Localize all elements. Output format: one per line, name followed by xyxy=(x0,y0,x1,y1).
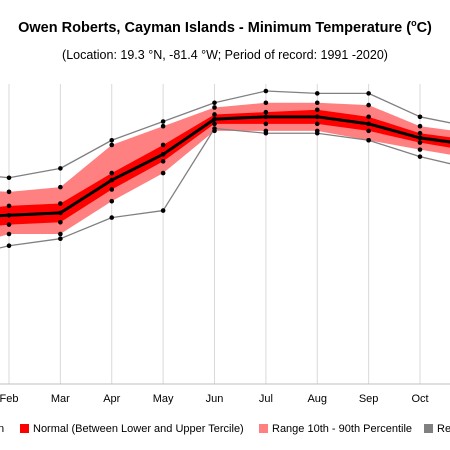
point-lower-tercile-jun xyxy=(212,121,217,127)
point-90th-percentile-jul xyxy=(263,100,269,106)
chart-title: Owen Roberts, Cayman Islands - Minimum T… xyxy=(0,18,450,36)
legend-label-normal: Normal (Between Lower and Upper Tercile) xyxy=(33,423,244,435)
point-upper-tercile-jul xyxy=(263,109,269,115)
point-lower-tercile-aug xyxy=(314,121,320,127)
point-range-max-jul xyxy=(263,88,269,94)
chart-title-degree: o xyxy=(411,18,417,28)
chart-legend: n Normal (Between Lower and Upper Tercil… xyxy=(0,423,450,439)
chart-subtitle: (Location: 19.3 °N, -81.4 °W; Period of … xyxy=(62,48,388,62)
point-10th-percentile-apr xyxy=(109,198,115,204)
point-median-feb xyxy=(6,212,12,218)
point-range-min-may xyxy=(160,208,166,213)
point-90th-percentile-jun xyxy=(212,105,217,110)
point-lower-tercile-apr xyxy=(109,187,115,192)
x-tick-label-oct: Oct xyxy=(411,393,428,405)
point-lower-tercile-jul xyxy=(263,121,269,127)
point-range-max-oct xyxy=(417,114,423,120)
point-range-min-oct xyxy=(417,154,423,159)
point-90th-percentile-oct xyxy=(417,123,423,129)
point-median-oct xyxy=(417,135,423,141)
legend-label-median: n xyxy=(0,423,5,435)
point-upper-tercile-feb xyxy=(6,203,12,209)
legend-swatch-percentile xyxy=(259,424,268,433)
point-median-aug xyxy=(314,114,320,120)
chart-bands xyxy=(0,102,450,237)
legend-item-normal: Normal (Between Lower and Upper Tercile) xyxy=(20,423,244,435)
point-upper-tercile-oct xyxy=(417,130,423,136)
chart-title-text: Owen Roberts, Cayman Islands - Minimum T… xyxy=(18,19,412,36)
point-upper-tercile-sep xyxy=(366,114,371,120)
point-range-max-mar xyxy=(58,166,63,171)
x-tick-label-jul: Jul xyxy=(259,393,273,405)
point-range-max-feb xyxy=(6,175,12,181)
point-median-jul xyxy=(263,114,269,120)
point-range-min-jun xyxy=(212,126,217,131)
chart-title-unit: C) xyxy=(416,19,432,36)
point-90th-percentile-may xyxy=(160,123,166,129)
point-10th-percentile-oct xyxy=(417,147,423,152)
point-lower-tercile-sep xyxy=(366,128,371,134)
x-tick-label-may: May xyxy=(153,393,174,405)
point-10th-percentile-may xyxy=(160,170,166,176)
point-90th-percentile-apr xyxy=(109,142,115,148)
x-tick-label-jun: Jun xyxy=(206,393,224,405)
point-range-max-apr xyxy=(109,137,115,143)
point-range-min-mar xyxy=(58,236,63,241)
x-tick-label-apr: Apr xyxy=(103,393,120,405)
point-median-sep xyxy=(366,121,371,127)
point-90th-percentile-aug xyxy=(314,100,320,106)
point-lower-tercile-oct xyxy=(417,140,423,145)
x-tick-label-sep: Sep xyxy=(359,393,379,405)
point-90th-percentile-sep xyxy=(366,102,371,108)
point-range-min-apr xyxy=(109,215,115,220)
point-upper-tercile-may xyxy=(160,142,166,148)
legend-swatch-range xyxy=(424,424,433,433)
point-range-max-jun xyxy=(212,100,217,106)
point-10th-percentile-mar xyxy=(58,231,63,237)
x-tick-label-mar: Mar xyxy=(51,393,70,405)
legend-item-range: Re xyxy=(424,423,450,435)
point-upper-tercile-jun xyxy=(212,112,217,117)
point-median-jun xyxy=(212,116,217,122)
legend-item-percentile: Range 10th - 90th Percentile xyxy=(259,423,412,435)
point-90th-percentile-mar xyxy=(58,184,63,190)
point-10th-percentile-feb xyxy=(6,231,12,237)
point-90th-percentile-feb xyxy=(6,189,12,195)
point-range-max-sep xyxy=(366,91,371,96)
point-lower-tercile-mar xyxy=(58,219,63,225)
point-upper-tercile-mar xyxy=(58,201,63,206)
legend-label-range: Re xyxy=(437,423,450,435)
point-range-max-aug xyxy=(314,91,320,96)
x-tick-label-aug: Aug xyxy=(307,393,327,405)
legend-label-percentile: Range 10th - 90th Percentile xyxy=(272,423,413,435)
point-lower-tercile-feb xyxy=(6,222,12,227)
point-median-apr xyxy=(109,177,115,183)
chart-points xyxy=(6,88,423,249)
point-range-min-aug xyxy=(314,130,320,136)
point-lower-tercile-may xyxy=(160,159,166,164)
legend-item-median: n xyxy=(0,423,4,435)
point-range-min-sep xyxy=(366,137,371,143)
point-upper-tercile-apr xyxy=(109,170,115,176)
point-range-max-may xyxy=(160,119,166,124)
point-median-mar xyxy=(58,210,63,216)
point-median-may xyxy=(160,152,166,157)
point-range-min-jul xyxy=(263,130,269,136)
x-tick-label-feb: Feb xyxy=(0,393,18,405)
x-axis: Feb Mar Apr May Jun Jul Aug Sep Oct xyxy=(0,393,429,405)
legend-swatch-normal xyxy=(20,424,29,433)
point-upper-tercile-aug xyxy=(314,107,320,113)
point-range-min-feb xyxy=(6,243,12,249)
